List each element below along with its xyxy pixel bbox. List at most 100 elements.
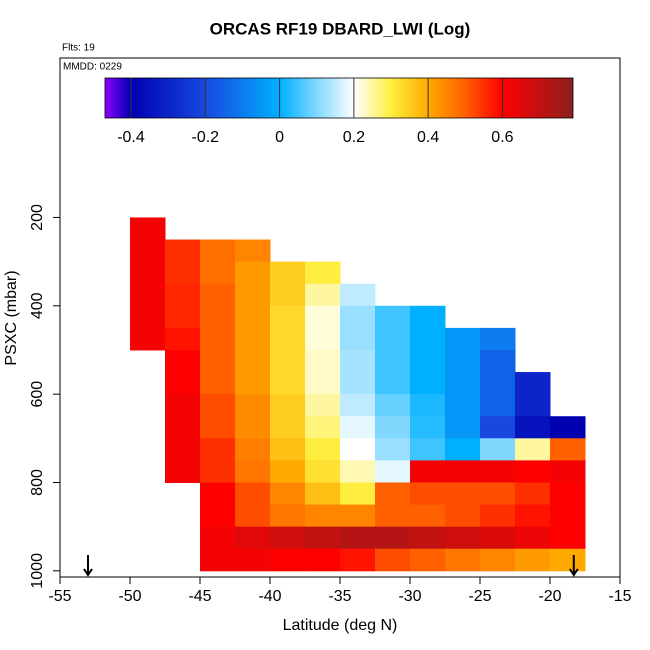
heatmap-cell	[270, 416, 306, 439]
heatmap-cell	[305, 482, 341, 506]
arrow	[568, 555, 579, 577]
heatmap-cell	[270, 372, 306, 395]
heatmap-cell	[410, 327, 446, 351]
heatmap-cell	[235, 283, 271, 307]
heatmap-cell	[550, 482, 586, 506]
heatmap-cell	[515, 526, 551, 550]
heatmap-cell	[480, 327, 516, 351]
heatmap-cell	[445, 438, 481, 461]
chart-title: ORCAS RF19 DBARD_LWI (Log)	[210, 19, 471, 38]
heatmap-cell	[340, 526, 376, 550]
heatmap-cell	[235, 349, 271, 373]
heatmap-cell	[410, 460, 446, 483]
y-tick-label: 400	[29, 292, 46, 319]
annotation: MMDD: 0229	[63, 62, 122, 73]
heatmap-cell	[340, 372, 376, 395]
colorbar-tick-label: 0.4	[417, 129, 439, 146]
heatmap-cell	[200, 283, 236, 307]
heatmap-cell	[375, 372, 411, 395]
x-tick-label: -35	[328, 588, 351, 605]
heatmap-cell	[410, 548, 446, 572]
arrow	[83, 555, 93, 577]
heatmap-cell	[340, 416, 376, 439]
heatmap-cell	[200, 349, 236, 373]
heatmap-cell	[480, 372, 516, 395]
heatmap-cell	[375, 526, 411, 550]
heatmap-cell	[235, 372, 271, 395]
heatmap-cell	[340, 438, 376, 461]
heatmap-cell	[340, 482, 376, 506]
heatmap-cell	[270, 438, 306, 461]
heatmap-cell	[235, 526, 271, 550]
heatmap-cell	[165, 349, 201, 373]
heatmap-cell	[165, 438, 201, 461]
heatmap-cell	[270, 526, 306, 550]
heatmap-cell	[515, 416, 551, 439]
heatmap-cell	[305, 327, 341, 351]
heatmap-cell	[305, 261, 341, 285]
heatmap-cell	[235, 261, 271, 285]
heatmap-cell	[375, 394, 411, 417]
heatmap-cell	[410, 504, 446, 528]
heatmap-cell	[270, 261, 306, 285]
heatmap-cell	[200, 305, 236, 329]
heatmap-cell	[515, 438, 551, 461]
heatmap-cell	[235, 416, 271, 439]
heatmap-cell	[340, 504, 376, 528]
heatmap-cell	[165, 261, 201, 285]
heatmap-cell	[130, 327, 166, 351]
x-tick-label: -15	[608, 588, 631, 605]
y-tick-label: 600	[29, 381, 46, 408]
heatmap-cell	[235, 482, 271, 506]
heatmap-cell	[165, 416, 201, 439]
y-tick-label: 200	[29, 204, 46, 231]
heatmap-cell	[410, 394, 446, 417]
heatmap-cell	[305, 438, 341, 461]
colorbar-tick-label: 0.6	[491, 129, 513, 146]
x-tick-label: -40	[258, 588, 281, 605]
heatmap-cell	[340, 394, 376, 417]
heatmap-cell	[375, 327, 411, 351]
heatmap-cell	[270, 349, 306, 373]
heatmap-cell	[515, 372, 551, 395]
heatmap-cell	[235, 504, 271, 528]
heatmap-cell	[340, 548, 376, 572]
heatmap-cell	[130, 261, 166, 285]
x-tick-label: -25	[468, 588, 491, 605]
heatmap-cell	[340, 349, 376, 373]
heatmap-cell	[305, 305, 341, 329]
x-tick-label: -50	[118, 588, 141, 605]
heatmap-cell	[445, 416, 481, 439]
heatmap-cell	[515, 460, 551, 483]
heatmap-cell	[410, 526, 446, 550]
heatmap-cell	[270, 305, 306, 329]
heatmap-cell	[445, 548, 481, 572]
heatmap-cell	[305, 349, 341, 373]
y-tick-label: 800	[29, 469, 46, 496]
heatmap-cell	[305, 504, 341, 528]
heatmap-cell	[480, 482, 516, 506]
heatmap-cell	[235, 239, 271, 263]
heatmap-cell	[445, 504, 481, 528]
y-tick-label: 1000	[29, 553, 46, 589]
heatmap-cell	[235, 327, 271, 351]
heatmap-cell	[130, 305, 166, 329]
x-axis-label: Latitude (deg N)	[283, 617, 398, 634]
heatmap-cell	[200, 239, 236, 263]
heatmap-cell	[480, 394, 516, 417]
heatmap-cell	[200, 394, 236, 417]
heatmap-cell	[550, 438, 586, 461]
heatmap-cell	[200, 482, 236, 506]
heatmap-cell	[445, 526, 481, 550]
heatmap-cell	[235, 438, 271, 461]
heatmap-cell	[445, 349, 481, 373]
colorbar-tick-label: -0.4	[117, 129, 145, 146]
subtitle: Flts: 19	[62, 43, 95, 54]
heatmap-cell	[480, 504, 516, 528]
heatmap-cell	[340, 327, 376, 351]
heatmap-cell	[270, 327, 306, 351]
heatmap-cell	[200, 526, 236, 550]
heatmap-cell	[305, 416, 341, 439]
heatmap-cell	[375, 482, 411, 506]
